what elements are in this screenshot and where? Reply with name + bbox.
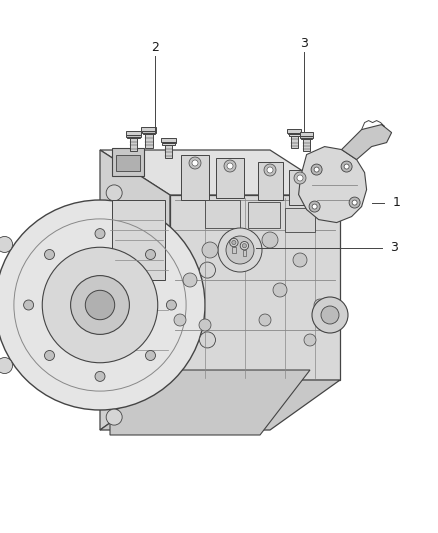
- FancyBboxPatch shape: [291, 136, 298, 148]
- Circle shape: [311, 164, 322, 175]
- FancyBboxPatch shape: [285, 208, 315, 232]
- Circle shape: [293, 253, 307, 267]
- Polygon shape: [170, 195, 340, 380]
- Text: 3: 3: [390, 241, 398, 254]
- Circle shape: [71, 276, 129, 334]
- Circle shape: [106, 409, 122, 425]
- Text: 3: 3: [300, 37, 307, 50]
- Circle shape: [240, 241, 249, 250]
- FancyBboxPatch shape: [232, 247, 236, 253]
- Circle shape: [242, 244, 247, 248]
- Circle shape: [352, 200, 357, 205]
- FancyBboxPatch shape: [301, 138, 312, 139]
- FancyBboxPatch shape: [258, 162, 283, 200]
- Circle shape: [267, 167, 273, 173]
- Circle shape: [189, 157, 201, 169]
- FancyBboxPatch shape: [289, 134, 300, 136]
- Circle shape: [321, 306, 339, 324]
- Circle shape: [314, 167, 319, 172]
- FancyBboxPatch shape: [126, 131, 141, 135]
- Circle shape: [297, 175, 303, 181]
- FancyBboxPatch shape: [205, 200, 240, 228]
- Circle shape: [0, 237, 13, 253]
- FancyBboxPatch shape: [130, 138, 138, 151]
- FancyBboxPatch shape: [112, 148, 144, 176]
- Circle shape: [106, 185, 122, 201]
- FancyBboxPatch shape: [300, 132, 314, 136]
- Circle shape: [192, 160, 198, 166]
- Circle shape: [202, 242, 218, 258]
- Polygon shape: [112, 200, 165, 280]
- Circle shape: [166, 300, 177, 310]
- FancyBboxPatch shape: [116, 155, 140, 171]
- FancyBboxPatch shape: [243, 250, 246, 256]
- FancyBboxPatch shape: [127, 136, 140, 138]
- FancyBboxPatch shape: [303, 139, 310, 151]
- Polygon shape: [100, 150, 170, 430]
- Circle shape: [294, 172, 306, 184]
- FancyBboxPatch shape: [165, 145, 173, 158]
- Polygon shape: [100, 380, 340, 430]
- FancyBboxPatch shape: [145, 134, 153, 148]
- FancyBboxPatch shape: [288, 133, 301, 134]
- Circle shape: [218, 228, 262, 272]
- Polygon shape: [100, 150, 340, 195]
- Circle shape: [227, 163, 233, 169]
- Circle shape: [232, 240, 236, 245]
- Circle shape: [226, 236, 254, 264]
- Circle shape: [199, 332, 215, 348]
- FancyBboxPatch shape: [162, 143, 175, 145]
- Circle shape: [312, 297, 348, 333]
- Circle shape: [314, 299, 326, 311]
- Circle shape: [199, 319, 211, 331]
- Circle shape: [304, 334, 316, 346]
- Polygon shape: [342, 125, 392, 159]
- Circle shape: [95, 229, 105, 239]
- Circle shape: [42, 247, 158, 363]
- FancyBboxPatch shape: [216, 158, 244, 198]
- FancyBboxPatch shape: [248, 202, 280, 228]
- Circle shape: [174, 314, 186, 326]
- Text: 1: 1: [392, 196, 400, 209]
- Circle shape: [262, 232, 278, 248]
- Circle shape: [341, 161, 352, 172]
- Circle shape: [230, 238, 238, 247]
- Circle shape: [0, 200, 205, 410]
- Circle shape: [264, 164, 276, 176]
- Text: 2: 2: [152, 42, 159, 54]
- FancyBboxPatch shape: [287, 129, 301, 133]
- Circle shape: [183, 273, 197, 287]
- FancyBboxPatch shape: [142, 131, 156, 133]
- Circle shape: [85, 290, 115, 320]
- FancyBboxPatch shape: [141, 127, 156, 131]
- FancyBboxPatch shape: [300, 136, 313, 138]
- Circle shape: [224, 160, 236, 172]
- Circle shape: [349, 197, 360, 208]
- FancyBboxPatch shape: [142, 133, 155, 134]
- Circle shape: [0, 358, 13, 374]
- Circle shape: [45, 351, 54, 360]
- Circle shape: [273, 283, 287, 297]
- Circle shape: [24, 300, 34, 310]
- FancyBboxPatch shape: [162, 142, 176, 143]
- Circle shape: [324, 314, 336, 326]
- Polygon shape: [110, 370, 310, 435]
- Polygon shape: [299, 147, 367, 223]
- Circle shape: [95, 372, 105, 382]
- FancyBboxPatch shape: [289, 170, 311, 205]
- Circle shape: [312, 204, 317, 209]
- Circle shape: [309, 201, 320, 212]
- Circle shape: [145, 351, 155, 360]
- FancyBboxPatch shape: [181, 155, 209, 200]
- Circle shape: [259, 314, 271, 326]
- Circle shape: [199, 262, 215, 278]
- FancyBboxPatch shape: [127, 135, 141, 136]
- Circle shape: [344, 164, 349, 169]
- Circle shape: [45, 249, 54, 260]
- Circle shape: [145, 249, 155, 260]
- FancyBboxPatch shape: [161, 138, 176, 142]
